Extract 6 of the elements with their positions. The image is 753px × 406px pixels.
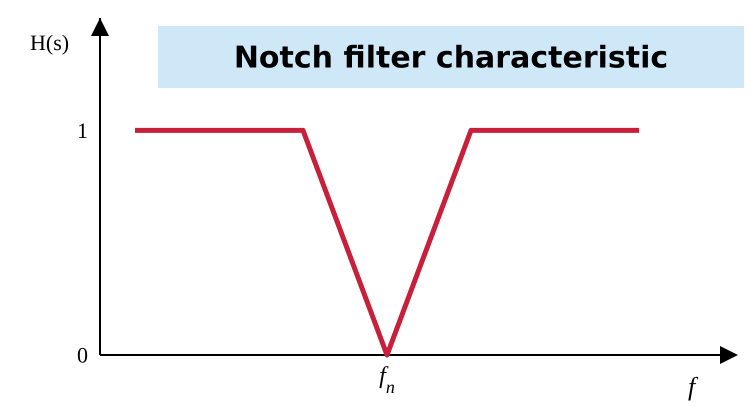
y-tick-label: 1 bbox=[77, 118, 88, 144]
y-axis-title: H(s) bbox=[30, 30, 70, 55]
y-tick-label: 0 bbox=[77, 342, 88, 368]
text: Notch filter characteristic bbox=[234, 40, 668, 76]
x-tick-label: f$_{n}$ bbox=[379, 363, 395, 397]
x-axis-title: f bbox=[688, 372, 699, 401]
